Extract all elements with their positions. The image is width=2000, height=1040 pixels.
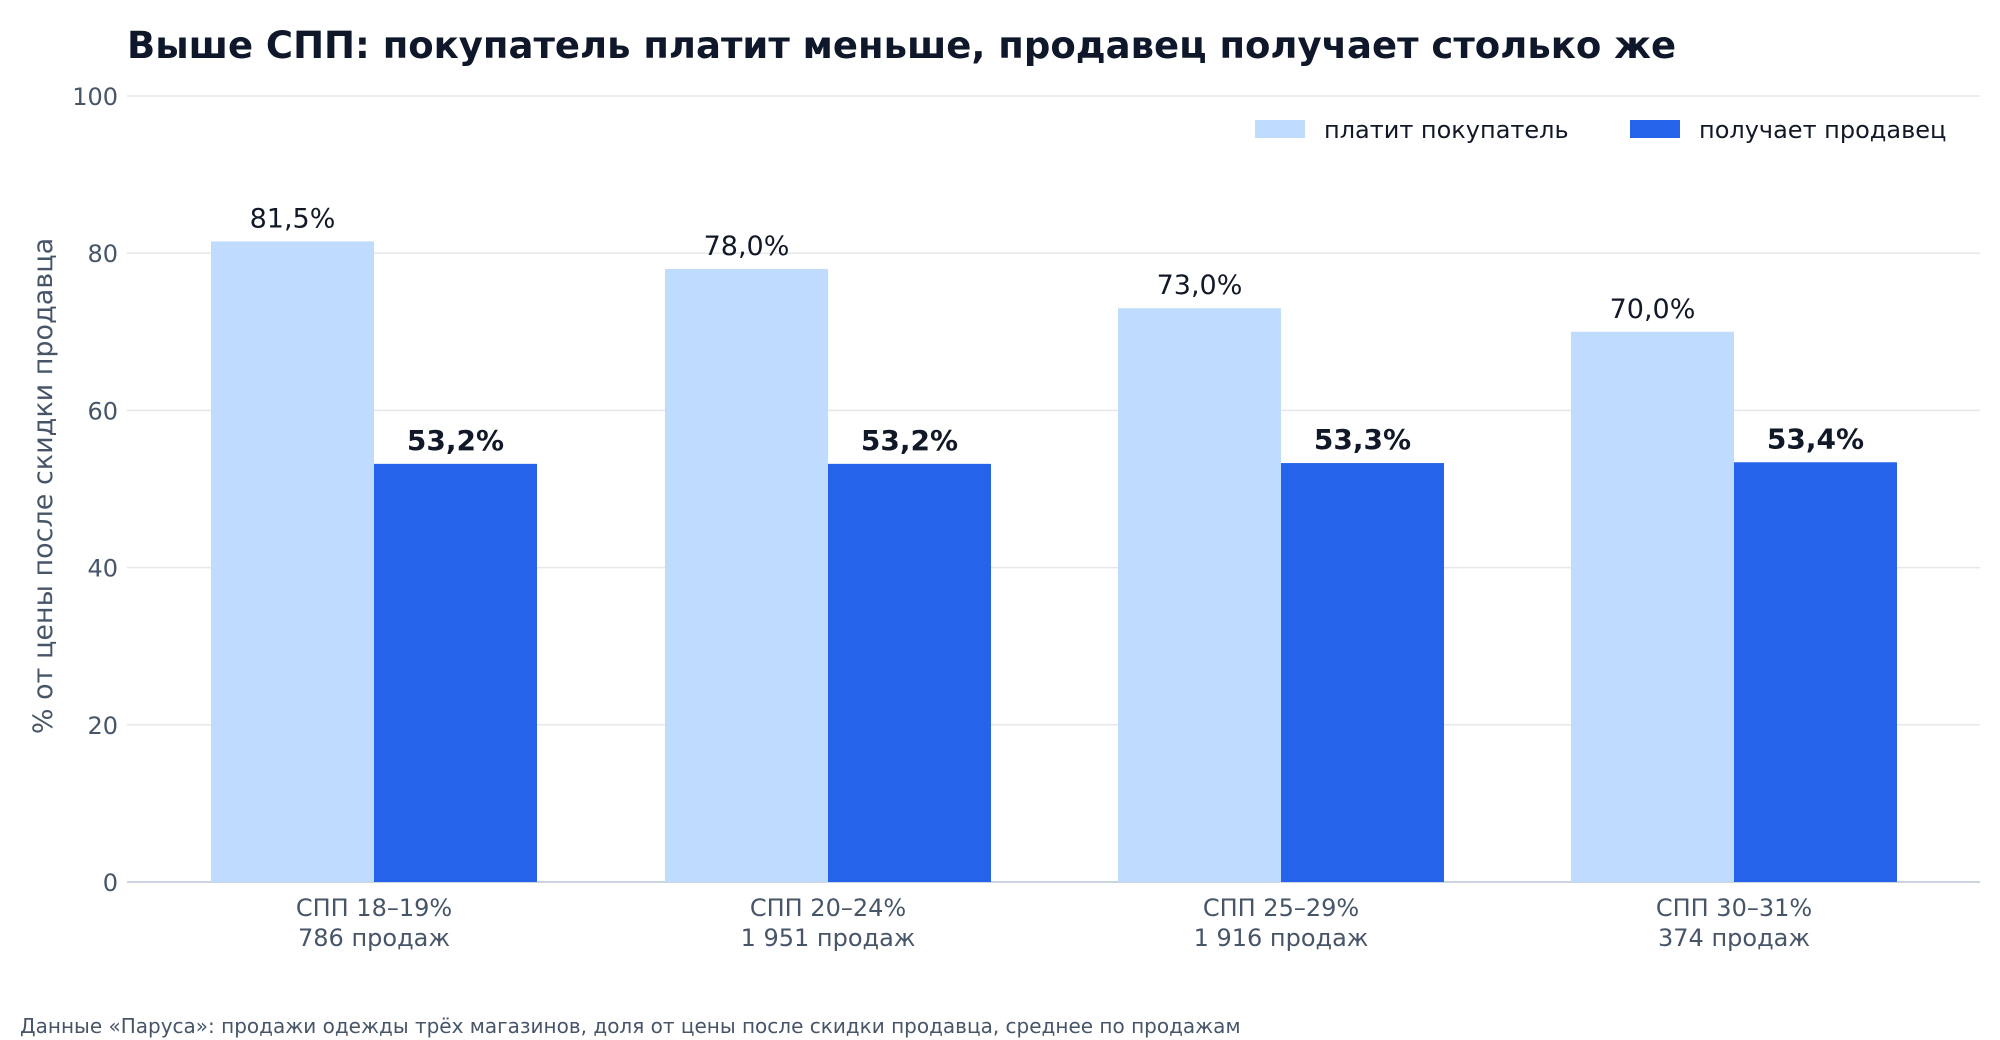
- x-tick-sublabel: 786 продаж: [298, 924, 450, 952]
- data-label-buyer: 70,0%: [1610, 294, 1696, 325]
- data-label-buyer: 81,5%: [250, 203, 336, 234]
- data-label-seller: 53,2%: [861, 424, 958, 457]
- legend-swatch-buyer: [1255, 120, 1305, 138]
- y-tick-label: 60: [87, 397, 118, 425]
- data-label-buyer: 78,0%: [704, 231, 790, 262]
- y-tick-label: 40: [87, 555, 118, 583]
- legend-label-seller: получает продавец: [1699, 116, 1946, 144]
- bar-buyer: [1571, 331, 1734, 882]
- x-tick-label: СПП 30–31%: [1656, 894, 1812, 922]
- chart-title: Выше СПП: покупатель платит меньше, прод…: [127, 24, 1676, 67]
- y-tick-label: 80: [87, 240, 118, 268]
- bar-seller: [1281, 463, 1444, 882]
- source-note: Данные «Паруса»: продажи одежды трёх маг…: [20, 1014, 1241, 1038]
- y-tick-label: 0: [103, 869, 118, 897]
- x-tick-sublabel: 1 951 продаж: [741, 924, 916, 952]
- x-tick-label: СПП 25–29%: [1203, 894, 1359, 922]
- y-tick-label: 100: [72, 83, 118, 111]
- data-labels: 81,5% 53,2% 78,0% 53,2% 73,0% 53,3% 70,0% 53,4%: [250, 203, 1864, 456]
- x-axis-ticks: СПП 18–19%786 продаж СПП 20–24%1 951 прод…: [296, 894, 1812, 952]
- bars: [211, 241, 1897, 883]
- x-tick-label: СПП 20–24%: [750, 894, 906, 922]
- bar-buyer: [211, 241, 374, 882]
- data-label-buyer: 73,0%: [1157, 270, 1243, 301]
- x-tick-label: СПП 18–19%: [296, 894, 452, 922]
- data-label-seller: 53,4%: [1767, 422, 1864, 455]
- y-axis-ticks: 0 20 40 60 80 100: [72, 83, 118, 897]
- data-label-seller: 53,2%: [407, 424, 504, 457]
- x-tick-sublabel: 1 916 продаж: [1194, 924, 1369, 952]
- bar-seller: [374, 463, 537, 882]
- bar-buyer: [1118, 308, 1281, 883]
- x-tick-sublabel: 374 продаж: [1658, 924, 1810, 952]
- bar-buyer: [665, 268, 828, 882]
- legend-swatch-seller: [1630, 120, 1680, 138]
- y-axis-label: % от цены после скидки продавца: [28, 238, 59, 734]
- bar-seller: [828, 463, 991, 882]
- data-label-seller: 53,3%: [1314, 423, 1411, 456]
- bar-seller: [1734, 462, 1897, 882]
- legend: платит покупатель получает продавец: [1255, 116, 1946, 144]
- legend-label-buyer: платит покупатель: [1324, 116, 1569, 144]
- y-tick-label: 20: [87, 712, 118, 740]
